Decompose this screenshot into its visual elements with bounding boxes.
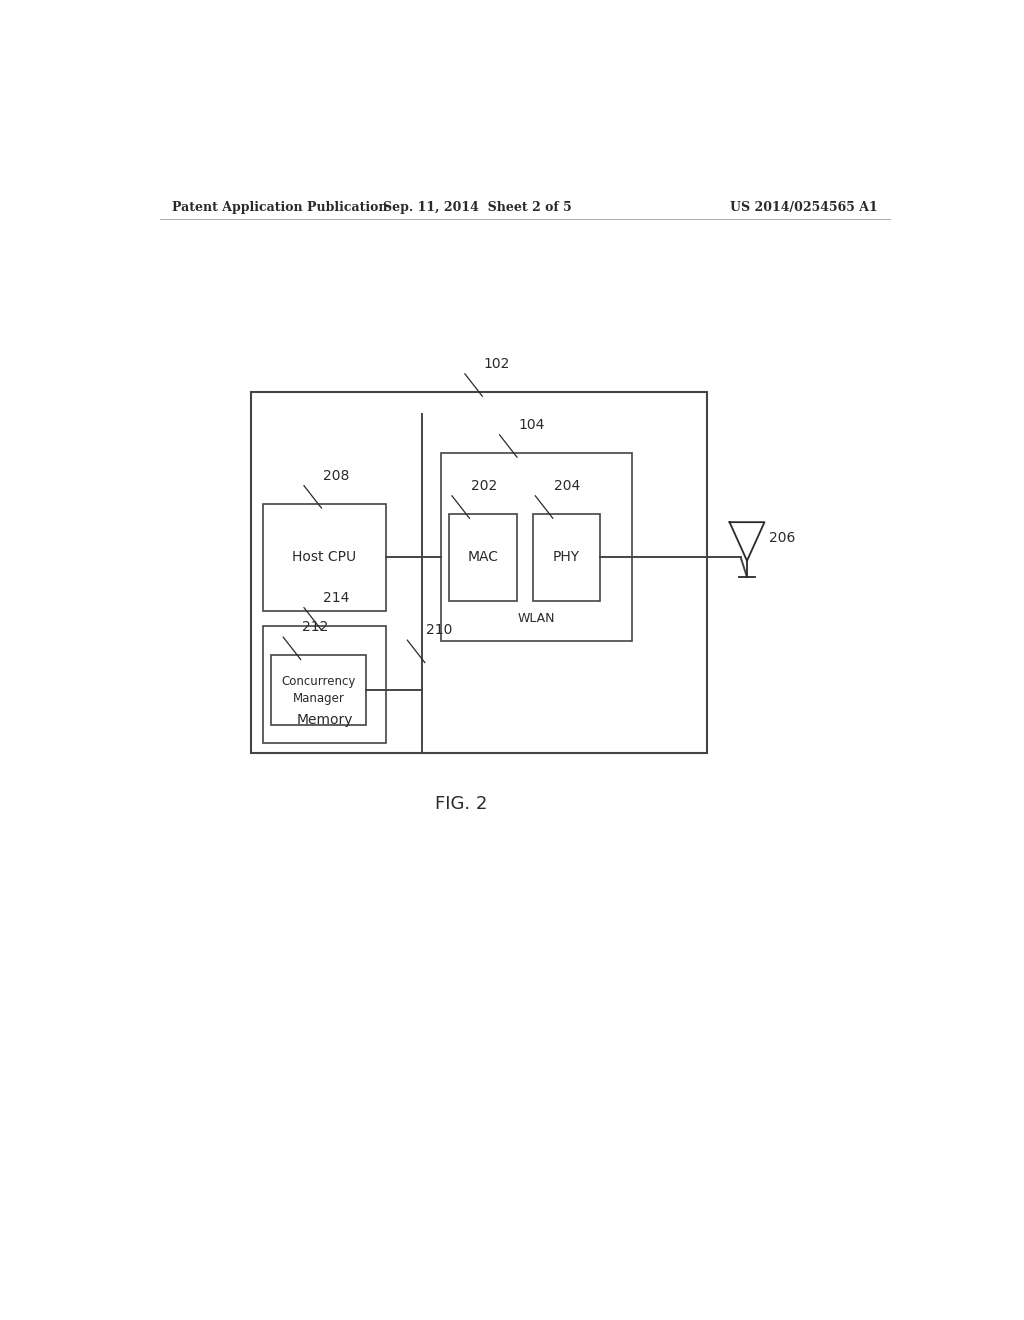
- Text: 212: 212: [302, 620, 329, 634]
- Text: FIG. 2: FIG. 2: [435, 795, 487, 813]
- Text: WLAN: WLAN: [518, 612, 555, 624]
- Text: PHY: PHY: [553, 550, 580, 565]
- Text: 202: 202: [471, 479, 498, 492]
- Bar: [441, 453, 632, 642]
- Text: US 2014/0254565 A1: US 2014/0254565 A1: [730, 201, 878, 214]
- Text: Patent Application Publication: Patent Application Publication: [172, 201, 387, 214]
- Bar: [263, 626, 386, 743]
- Text: 204: 204: [554, 479, 581, 492]
- Text: 102: 102: [484, 356, 510, 371]
- Text: 208: 208: [323, 469, 349, 483]
- Text: 206: 206: [769, 531, 796, 545]
- Text: Concurrency
Manager: Concurrency Manager: [282, 675, 355, 705]
- Text: 104: 104: [518, 418, 545, 432]
- Bar: [263, 504, 386, 611]
- Text: MAC: MAC: [468, 550, 499, 565]
- Bar: [251, 392, 708, 752]
- Text: Sep. 11, 2014  Sheet 2 of 5: Sep. 11, 2014 Sheet 2 of 5: [383, 201, 571, 214]
- Bar: [450, 515, 517, 601]
- Text: 214: 214: [323, 590, 349, 605]
- Bar: [532, 515, 600, 601]
- Text: 210: 210: [426, 623, 453, 638]
- Text: Host CPU: Host CPU: [293, 550, 356, 565]
- Bar: [270, 656, 366, 725]
- Text: Memory: Memory: [296, 713, 352, 726]
